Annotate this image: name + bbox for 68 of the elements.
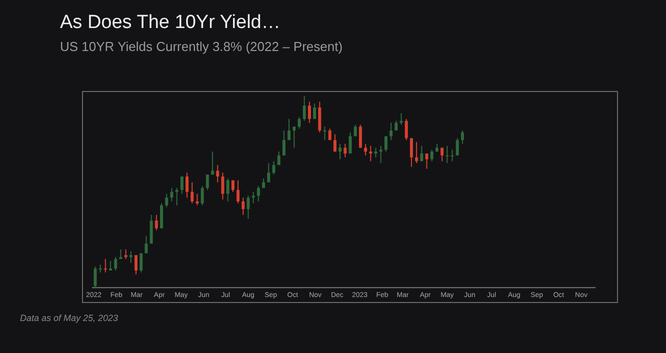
candlestick	[400, 112, 403, 126]
candlestick	[150, 214, 153, 244]
candlestick	[456, 138, 459, 156]
candlestick	[129, 250, 132, 264]
candlestick	[384, 136, 388, 152]
candlestick	[256, 186, 260, 202]
candlestick	[242, 197, 245, 216]
candlestick	[267, 162, 270, 183]
candlestick	[114, 256, 118, 271]
candlestick	[252, 191, 255, 204]
candlestick	[446, 145, 449, 164]
candlestick	[404, 118, 408, 141]
candlestick	[369, 145, 372, 162]
candlestick	[420, 145, 424, 162]
candlestick	[394, 120, 398, 131]
candlestick	[364, 143, 368, 156]
candlestick	[410, 138, 413, 168]
candlestick	[200, 186, 204, 206]
candlestick	[170, 188, 174, 202]
candlestick	[390, 122, 393, 141]
candlestick	[196, 193, 199, 206]
candlestick	[144, 235, 148, 254]
candlestick	[344, 143, 347, 158]
candlestick	[109, 260, 112, 271]
candlestick	[226, 178, 230, 202]
candlestick	[425, 152, 428, 170]
candlestick	[119, 248, 122, 260]
text: Data as of May 25, 2023	[20, 313, 118, 323]
candlestick	[160, 202, 164, 229]
candlestick	[124, 248, 128, 260]
candlestick	[302, 95, 306, 122]
candlestick	[236, 180, 240, 204]
candlestick	[104, 258, 107, 273]
candlestick	[379, 145, 382, 164]
candlestick	[186, 172, 189, 198]
candlestick	[140, 252, 143, 273]
candlestick	[308, 101, 311, 124]
candlestick	[94, 266, 97, 288]
candlestick	[221, 172, 224, 200]
candlestick	[154, 214, 158, 231]
chart-subtitle: US 10YR Yields Currently 3.8% (2022 – Present)	[60, 39, 343, 54]
candlestick	[277, 151, 280, 166]
candlestick	[440, 147, 444, 162]
chart-title: As Does The 10Yr Yield…	[60, 12, 280, 34]
candlestick	[98, 264, 102, 273]
candlestick	[460, 130, 464, 144]
candlestick	[190, 182, 194, 204]
candlestick	[165, 193, 168, 208]
candlestick	[313, 103, 316, 120]
candlestick	[358, 124, 362, 148]
candlestick	[298, 116, 301, 130]
candlestick	[288, 118, 291, 141]
candlestick	[246, 195, 250, 220]
candlestick	[206, 174, 209, 190]
candlestick	[333, 134, 336, 152]
candlestick	[292, 126, 296, 148]
candlestick	[415, 141, 418, 164]
candlestick	[211, 151, 214, 176]
candlestick	[180, 176, 184, 194]
candlestick	[134, 254, 138, 275]
candlestick	[216, 164, 220, 183]
candlestick	[272, 160, 276, 176]
candlestick	[430, 149, 434, 162]
candlestick	[338, 143, 342, 160]
candlestick	[450, 149, 454, 162]
candlestick	[175, 188, 178, 206]
candlestick	[282, 130, 286, 156]
candlestick	[318, 101, 322, 133]
